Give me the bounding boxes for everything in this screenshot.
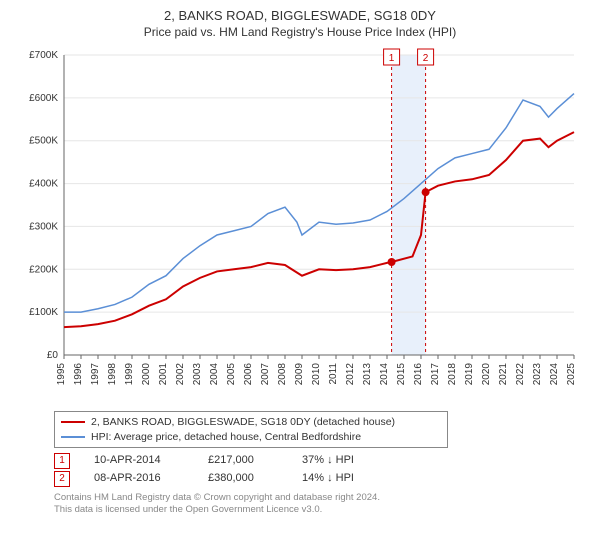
svg-text:£0: £0 xyxy=(47,350,59,361)
svg-text:2020: 2020 xyxy=(481,363,492,386)
svg-text:£700K: £700K xyxy=(29,50,58,61)
marker-badge-icon: 1 xyxy=(54,453,70,469)
svg-text:2018: 2018 xyxy=(447,363,458,386)
svg-text:2000: 2000 xyxy=(141,363,152,386)
svg-text:2019: 2019 xyxy=(464,363,475,386)
svg-text:2009: 2009 xyxy=(294,363,305,386)
svg-text:£300K: £300K xyxy=(29,221,58,232)
svg-text:£100K: £100K xyxy=(29,307,58,318)
legend: 2, BANKS ROAD, BIGGLESWADE, SG18 0DY (de… xyxy=(54,411,448,448)
svg-text:2010: 2010 xyxy=(311,363,322,386)
tx-diff: 14% ↓ HPI xyxy=(302,470,402,488)
svg-text:2007: 2007 xyxy=(260,363,271,386)
legend-swatch xyxy=(61,436,85,438)
svg-text:£500K: £500K xyxy=(29,136,58,147)
svg-text:£600K: £600K xyxy=(29,93,58,104)
legend-label: HPI: Average price, detached house, Cent… xyxy=(91,430,361,445)
svg-text:2023: 2023 xyxy=(532,363,543,386)
svg-text:2014: 2014 xyxy=(379,363,390,386)
tx-date: 08-APR-2016 xyxy=(94,470,184,488)
svg-text:2015: 2015 xyxy=(396,363,407,386)
svg-text:2011: 2011 xyxy=(328,363,339,385)
legend-label: 2, BANKS ROAD, BIGGLESWADE, SG18 0DY (de… xyxy=(91,415,395,430)
chart-container: £0 £100K £200K £300K £400K £500K £600K £700K 199… xyxy=(20,45,580,405)
svg-text:1998: 1998 xyxy=(107,363,118,386)
tx-price: £380,000 xyxy=(208,470,278,488)
chart-subtitle: Price paid vs. HM Land Registry's House … xyxy=(10,25,590,39)
chart-title: 2, BANKS ROAD, BIGGLESWADE, SG18 0DY xyxy=(10,8,590,23)
svg-text:1997: 1997 xyxy=(90,363,101,386)
marker-badge-icon: 2 xyxy=(54,471,70,487)
svg-text:1999: 1999 xyxy=(124,363,135,386)
svg-text:£200K: £200K xyxy=(29,264,58,275)
svg-text:1995: 1995 xyxy=(56,363,67,386)
svg-text:2022: 2022 xyxy=(515,363,526,386)
legend-swatch xyxy=(61,421,85,423)
svg-text:2016: 2016 xyxy=(413,363,424,386)
svg-text:2: 2 xyxy=(423,53,429,64)
table-row: 1 10-APR-2014 £217,000 37% ↓ HPI xyxy=(54,452,590,470)
attribution-line: Contains HM Land Registry data © Crown c… xyxy=(54,492,590,504)
svg-text:2021: 2021 xyxy=(498,363,509,386)
svg-text:2001: 2001 xyxy=(158,363,169,386)
svg-text:2006: 2006 xyxy=(243,363,254,386)
attribution: Contains HM Land Registry data © Crown c… xyxy=(54,492,590,517)
svg-text:2008: 2008 xyxy=(277,363,288,386)
svg-text:2012: 2012 xyxy=(345,363,356,386)
svg-text:2017: 2017 xyxy=(430,363,441,386)
tx-date: 10-APR-2014 xyxy=(94,452,184,470)
svg-text:2002: 2002 xyxy=(175,363,186,386)
svg-text:1996: 1996 xyxy=(73,363,84,386)
legend-row: HPI: Average price, detached house, Cent… xyxy=(61,430,441,445)
legend-row: 2, BANKS ROAD, BIGGLESWADE, SG18 0DY (de… xyxy=(61,415,441,430)
line-chart: £0 £100K £200K £300K £400K £500K £600K £700K 199… xyxy=(20,45,580,405)
svg-text:1: 1 xyxy=(389,53,395,64)
attribution-line: This data is licensed under the Open Gov… xyxy=(54,504,590,516)
svg-text:2003: 2003 xyxy=(192,363,203,386)
svg-text:2005: 2005 xyxy=(226,363,237,386)
svg-text:£400K: £400K xyxy=(29,179,58,190)
table-row: 2 08-APR-2016 £380,000 14% ↓ HPI xyxy=(54,470,590,488)
tx-price: £217,000 xyxy=(208,452,278,470)
transactions-table: 1 10-APR-2014 £217,000 37% ↓ HPI 2 08-AP… xyxy=(54,452,590,487)
svg-text:2024: 2024 xyxy=(549,363,560,386)
svg-text:2025: 2025 xyxy=(566,363,577,386)
svg-text:2004: 2004 xyxy=(209,363,220,386)
tx-diff: 37% ↓ HPI xyxy=(302,452,402,470)
svg-text:2013: 2013 xyxy=(362,363,373,386)
